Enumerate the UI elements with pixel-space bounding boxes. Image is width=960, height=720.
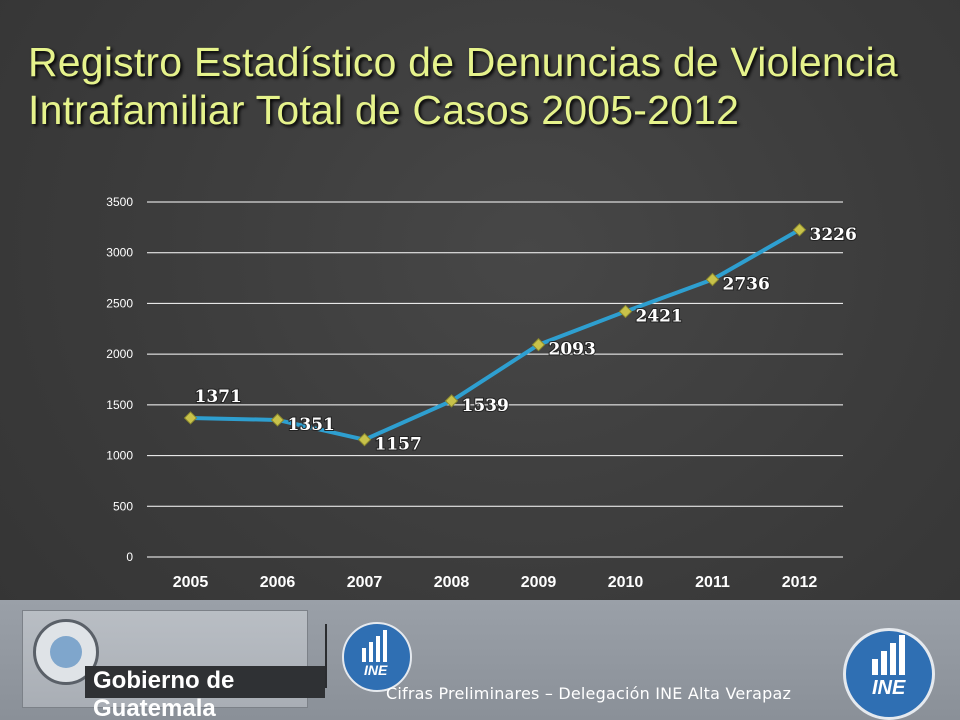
y-tick-label: 3500 <box>106 195 133 209</box>
y-tick-label: 2000 <box>106 347 133 361</box>
data-point-marker <box>531 338 546 352</box>
data-label: 3226 <box>810 225 857 245</box>
data-point-marker <box>357 432 372 447</box>
ine-logo-small: INE <box>342 622 412 692</box>
x-tick-label: 2006 <box>260 574 296 591</box>
data-label: 2421 <box>636 306 683 326</box>
data-label: 1351 <box>288 415 335 435</box>
y-tick-label: 1500 <box>106 398 133 412</box>
y-tick-label: 3000 <box>106 246 133 260</box>
ine-logo-small-text: INE <box>364 662 388 678</box>
data-label: 1157 <box>375 435 422 455</box>
ine-logo: INE <box>843 628 935 720</box>
data-label: 1371 <box>195 387 242 407</box>
data-point-marker <box>444 394 459 408</box>
x-tick-label: 2009 <box>521 574 557 591</box>
x-tick-label: 2007 <box>347 574 383 591</box>
x-tick-label: 2008 <box>434 574 470 591</box>
y-tick-label: 500 <box>113 499 133 513</box>
data-point-marker <box>792 223 807 237</box>
x-tick-label: 2005 <box>173 574 209 591</box>
x-tick-label: 2012 <box>782 574 818 591</box>
footer-caption: Cifras Preliminares – Delegación INE Alt… <box>386 684 792 703</box>
data-point-marker <box>270 413 285 427</box>
data-label: 1539 <box>462 396 509 416</box>
data-label: 2093 <box>549 340 596 360</box>
data-label: 2736 <box>723 274 770 294</box>
series-line <box>190 228 801 442</box>
footer-banner: Gobierno de Guatemala INE <box>0 600 960 720</box>
data-point-marker <box>618 304 633 319</box>
y-tick-label: 1000 <box>106 449 133 463</box>
gobierno-logo: Gobierno de Guatemala <box>22 610 325 720</box>
y-tick-label: 0 <box>126 550 133 564</box>
logo-divider <box>325 624 327 688</box>
y-tick-label: 2500 <box>106 296 133 310</box>
data-point-marker <box>183 411 198 425</box>
x-tick-label: 2010 <box>608 574 644 591</box>
x-tick-label: 2011 <box>695 574 730 591</box>
ine-logo-text: INE <box>872 677 906 699</box>
gobierno-logo-text: Gobierno de Guatemala <box>93 667 235 720</box>
data-point-marker <box>705 272 720 287</box>
line-chart: 0 500 1000 1500 2000 2500 3000 3500 2005 2006 2007… <box>106 195 858 591</box>
slide-title: Registro Estadístico de Denuncias de Vio… <box>28 39 898 133</box>
